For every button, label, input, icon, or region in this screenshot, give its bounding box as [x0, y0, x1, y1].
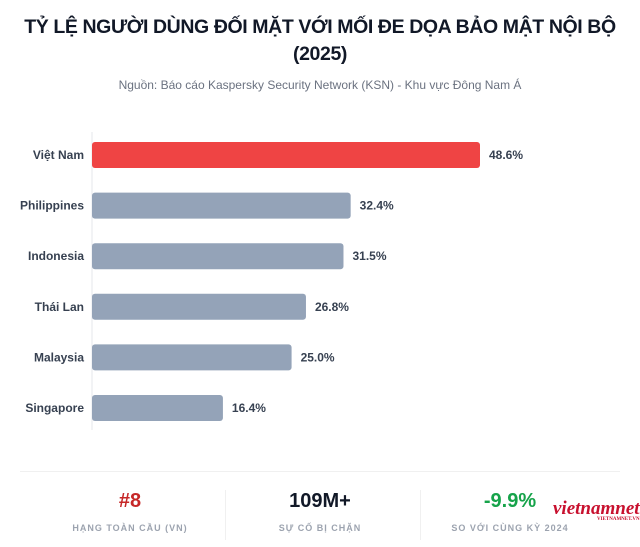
stat-value: #8 — [118, 490, 142, 512]
divider — [420, 490, 421, 540]
bar-chart: Việt Nam 48.6% Philippines 32.4% Indonesia 31… — [20, 132, 523, 430]
divider — [225, 490, 226, 540]
chart-title: TỶ LỆ NGƯỜI DÙNG ĐỐI MẶT VỚI MỐI ĐE DỌA … — [24, 16, 616, 65]
category-label: Singapore — [25, 401, 84, 415]
divider — [20, 471, 620, 472]
stat-blocked-incidents: 109M+ SỰ CỐ BỊ CHẶN — [220, 490, 420, 533]
bar-singapore — [92, 395, 223, 421]
bar-philippines — [92, 192, 351, 219]
stat-value: -9.9% — [483, 490, 537, 512]
bar-thái-lan — [92, 293, 306, 320]
data-label: 48.6% — [489, 148, 523, 162]
stat-label: HẠNG TOÀN CẦU (VN) — [72, 523, 188, 533]
category-label: Thái Lan — [35, 300, 84, 314]
bar-việt-nam — [92, 142, 480, 168]
data-label: 26.8% — [315, 300, 349, 314]
stat-label: SO VỚI CÙNG KỲ 2024 — [451, 523, 569, 533]
bar-malaysia — [92, 344, 292, 371]
stat-label: SỰ CỐ BỊ CHẶN — [278, 523, 362, 533]
data-label: 32.4% — [360, 199, 394, 213]
category-label: Indonesia — [28, 249, 84, 263]
category-label: Malaysia — [34, 350, 84, 364]
stat-global-rank: #8 HẠNG TOÀN CẦU (VN) — [30, 490, 230, 533]
stat-value: 109M+ — [289, 490, 351, 512]
category-label: Philippines — [20, 199, 84, 213]
chart-subtitle: Nguồn: Báo cáo Kaspersky Security Networ… — [118, 78, 522, 92]
data-label: 16.4% — [232, 401, 266, 415]
stat-yoy-change: -9.9% SO VỚI CÙNG KỲ 2024 — [410, 490, 610, 533]
data-label: 31.5% — [352, 249, 386, 263]
vietnamnet-logo: vietnamnet VIETNAMNET.VN — [553, 498, 640, 522]
category-label: Việt Nam — [33, 148, 84, 162]
bar-indonesia — [92, 243, 344, 270]
data-label: 25.0% — [301, 350, 335, 364]
